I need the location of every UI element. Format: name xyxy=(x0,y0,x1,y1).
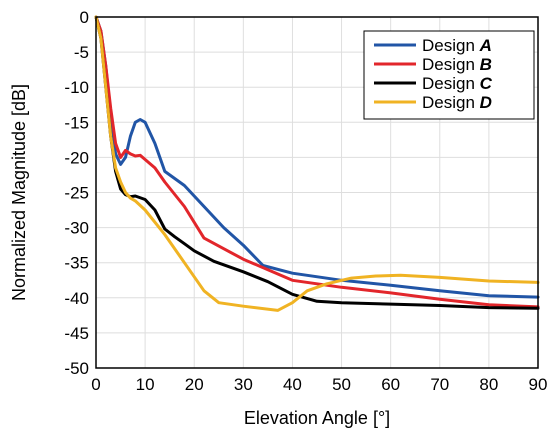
x-tick-label: 90 xyxy=(529,375,548,394)
x-tick-label: 10 xyxy=(136,375,155,394)
x-axis-label: Elevation Angle [°] xyxy=(244,408,390,428)
y-tick-label: -40 xyxy=(64,289,89,308)
legend-item-design-c: Design C xyxy=(374,74,493,93)
legend-item-design-d: Design D xyxy=(374,93,492,112)
x-tick-label: 70 xyxy=(430,375,449,394)
y-tick-label: -35 xyxy=(64,254,89,273)
y-tick-label: -10 xyxy=(64,78,89,97)
x-tick-label: 30 xyxy=(234,375,253,394)
series-lines xyxy=(94,15,540,312)
x-tick-label: 40 xyxy=(283,375,302,394)
legend-label: Design B xyxy=(422,55,492,74)
legend-label: Design C xyxy=(422,74,493,93)
plot-frame xyxy=(95,16,539,369)
y-axis-label: Normalized Magnitude [dB] xyxy=(9,84,29,301)
y-tick-label: -5 xyxy=(74,43,89,62)
legend-item-design-a: Design A xyxy=(374,36,492,55)
x-tick-labels: 0 10 20 30 40 50 60 70 80 90 xyxy=(91,375,547,394)
y-tick-label: -15 xyxy=(64,113,89,132)
legend-item-design-b: Design B xyxy=(374,55,492,74)
x-tick-label: 80 xyxy=(479,375,498,394)
legend-label: Design A xyxy=(422,36,492,55)
y-tick-label: -45 xyxy=(64,324,89,343)
x-tick-label: 50 xyxy=(332,375,351,394)
series-line-design-a xyxy=(94,15,540,299)
series-line-design-d xyxy=(94,15,540,312)
x-tick-label: 0 xyxy=(91,375,100,394)
x-tick-label: 60 xyxy=(381,375,400,394)
y-tick-label: -50 xyxy=(64,359,89,378)
y-tick-labels: 0 -5 -10 -15 -20 -25 -30 -35 -40 -45 -50 xyxy=(64,8,89,378)
y-tick-label: -25 xyxy=(64,184,89,203)
x-tick-label: 20 xyxy=(185,375,204,394)
y-tick-label: -20 xyxy=(64,148,89,167)
y-tick-label: 0 xyxy=(80,8,89,27)
y-tick-label: -30 xyxy=(64,219,89,238)
series-line-design-b xyxy=(94,15,540,309)
legend-label: Design D xyxy=(422,93,492,112)
